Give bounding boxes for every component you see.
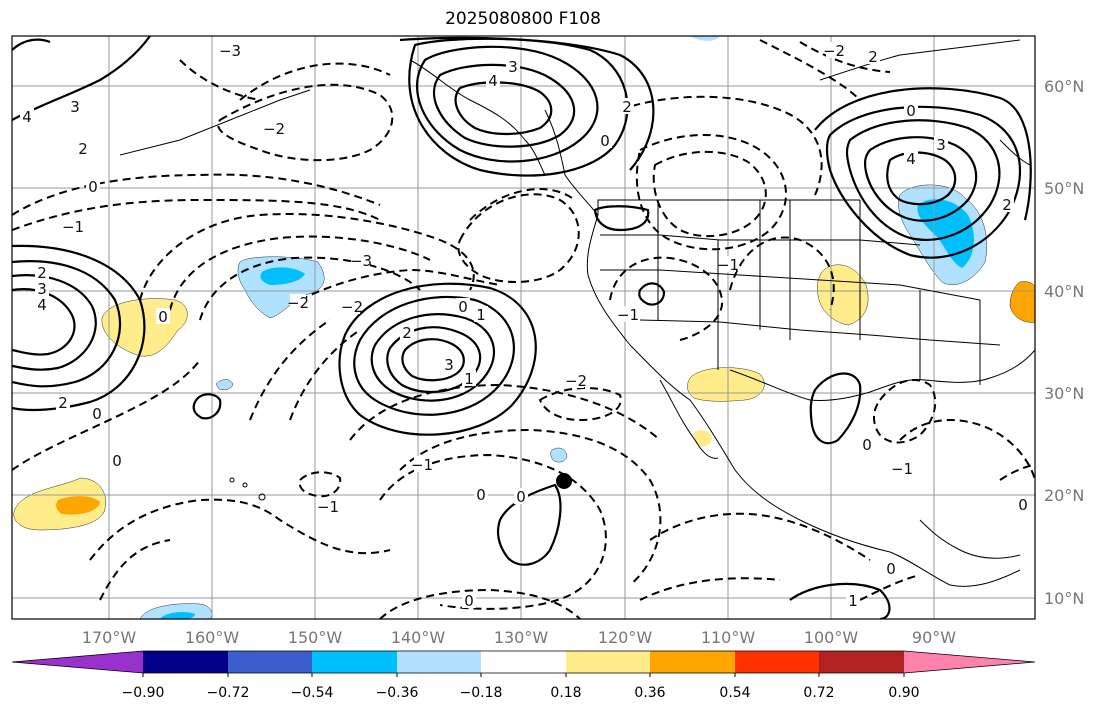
contour-label: 4 bbox=[22, 108, 32, 126]
lat-label: 60°N bbox=[1044, 77, 1084, 96]
contour-label: 2 bbox=[402, 324, 412, 342]
shaded-anomaly-regions bbox=[13, 36, 1035, 619]
contour-label: 1 bbox=[476, 306, 486, 324]
contour-label: −1 bbox=[62, 218, 84, 236]
lon-label: 170°W bbox=[82, 628, 137, 647]
colorbar-tick-label: −0.54 bbox=[291, 685, 334, 701]
lat-label: 30°N bbox=[1044, 384, 1084, 403]
contour-label: 0 bbox=[112, 452, 122, 470]
colorbar-segment bbox=[12, 651, 143, 673]
longitude-labels: 170°W 160°W 150°W 140°W 130°W 120°W 110°… bbox=[82, 628, 956, 647]
lon-label: 100°W bbox=[804, 628, 859, 647]
lat-label: 50°N bbox=[1044, 179, 1084, 198]
contour-label: 2 bbox=[58, 394, 68, 412]
lon-label: 160°W bbox=[185, 628, 240, 647]
contour-label: −2 bbox=[565, 372, 587, 390]
contour-label: 0 bbox=[516, 488, 526, 506]
colorbar-segment bbox=[566, 651, 650, 673]
colorbar-tick-label: −0.18 bbox=[460, 685, 503, 701]
contour-label: 3 bbox=[70, 98, 80, 116]
colorbar-ticks: −0.90 −0.72 −0.54 −0.36 −0.18 0.18 0.36 0.54 0.7… bbox=[122, 673, 920, 701]
colorbar-tick-label: 0.36 bbox=[634, 685, 665, 701]
contour-label: −2 bbox=[263, 120, 285, 138]
colorbar-segment bbox=[819, 651, 904, 673]
colorbar-segment bbox=[481, 651, 566, 673]
contour-label: 3 bbox=[37, 280, 47, 298]
colorbar-segment bbox=[143, 651, 228, 673]
colorbar-tick-label: 0.72 bbox=[803, 685, 834, 701]
lon-label: 110°W bbox=[701, 628, 756, 647]
contour-label: 4 bbox=[488, 72, 498, 90]
contour-label: −3 bbox=[350, 252, 372, 270]
contour-label: 3 bbox=[444, 356, 454, 374]
colorbar-tick-label: 0.90 bbox=[888, 685, 919, 701]
contour-label: 1 bbox=[464, 370, 474, 388]
contour-label: 4 bbox=[37, 296, 47, 314]
colorbar-segment bbox=[735, 651, 819, 673]
lat-label: 20°N bbox=[1044, 486, 1084, 505]
colorbar-tick-label: 0.54 bbox=[719, 685, 750, 701]
contours-negative bbox=[12, 39, 1035, 619]
contour-label: 1 bbox=[848, 592, 858, 610]
contour-label: 0 bbox=[862, 436, 872, 454]
map-title: 2025080800 F108 bbox=[445, 9, 601, 29]
map-frame bbox=[11, 35, 1036, 620]
contour-label: 0 bbox=[92, 405, 102, 423]
contour-label: 2 bbox=[78, 140, 88, 158]
contour-label: 3 bbox=[936, 136, 946, 154]
colorbar-segment bbox=[312, 651, 397, 673]
colorbar-segment bbox=[904, 651, 1035, 673]
contour-label: 0 bbox=[158, 308, 168, 326]
contour-label: 2 bbox=[1002, 196, 1012, 214]
contour-label: 0 bbox=[1018, 496, 1028, 514]
contour-label: −2 bbox=[823, 42, 845, 60]
contour-label: 3 bbox=[508, 58, 518, 76]
colorbar-tick-label: −0.36 bbox=[376, 685, 419, 701]
lat-label: 40°N bbox=[1044, 282, 1084, 301]
lon-label: 120°W bbox=[598, 628, 653, 647]
contour-label: 0 bbox=[476, 486, 486, 504]
colorbar-segment bbox=[650, 651, 735, 673]
contour-label: 2 bbox=[622, 98, 632, 116]
contour-label: 2 bbox=[868, 48, 878, 66]
contour-label: −1 bbox=[317, 498, 339, 516]
lon-label: 150°W bbox=[288, 628, 343, 647]
contour-label: 4 bbox=[906, 150, 916, 168]
contour-label: 0 bbox=[464, 592, 474, 610]
contour-label: 0 bbox=[886, 560, 896, 578]
lon-label: 130°W bbox=[494, 628, 549, 647]
lon-label: 90°W bbox=[912, 628, 956, 647]
storm-center-marker bbox=[556, 473, 572, 489]
contour-label: 0 bbox=[458, 298, 468, 316]
contour-label: −1 bbox=[717, 256, 739, 274]
latitude-labels: 60°N 50°N 40°N 30°N 20°N 10°N bbox=[1044, 77, 1084, 608]
lon-label: 140°W bbox=[391, 628, 446, 647]
colorbar bbox=[11, 650, 1036, 674]
contour-label: 0 bbox=[88, 178, 98, 196]
lat-label: 10°N bbox=[1044, 589, 1084, 608]
colorbar-tick-label: 0.18 bbox=[550, 685, 581, 701]
contour-label: 0 bbox=[600, 132, 610, 150]
colorbar-tick-label: −0.90 bbox=[122, 685, 165, 701]
contour-label: −1 bbox=[891, 460, 913, 478]
contour-label: −2 bbox=[287, 294, 309, 312]
contour-label: 2 bbox=[37, 264, 47, 282]
colorbar-tick-label: −0.72 bbox=[207, 685, 250, 701]
contour-label: −1 bbox=[411, 456, 433, 474]
colorbar-segment bbox=[228, 651, 312, 673]
contour-label: 0 bbox=[906, 102, 916, 120]
contour-labels: 2 3 4 2 0 0 −1 0 4 3 2 4 3 2 bbox=[20, 42, 1030, 610]
contour-label: −3 bbox=[219, 42, 241, 60]
islands bbox=[119, 89, 311, 501]
colorbar-segment bbox=[397, 651, 481, 673]
contour-label: −2 bbox=[341, 298, 363, 316]
contour-label: −1 bbox=[617, 306, 639, 324]
